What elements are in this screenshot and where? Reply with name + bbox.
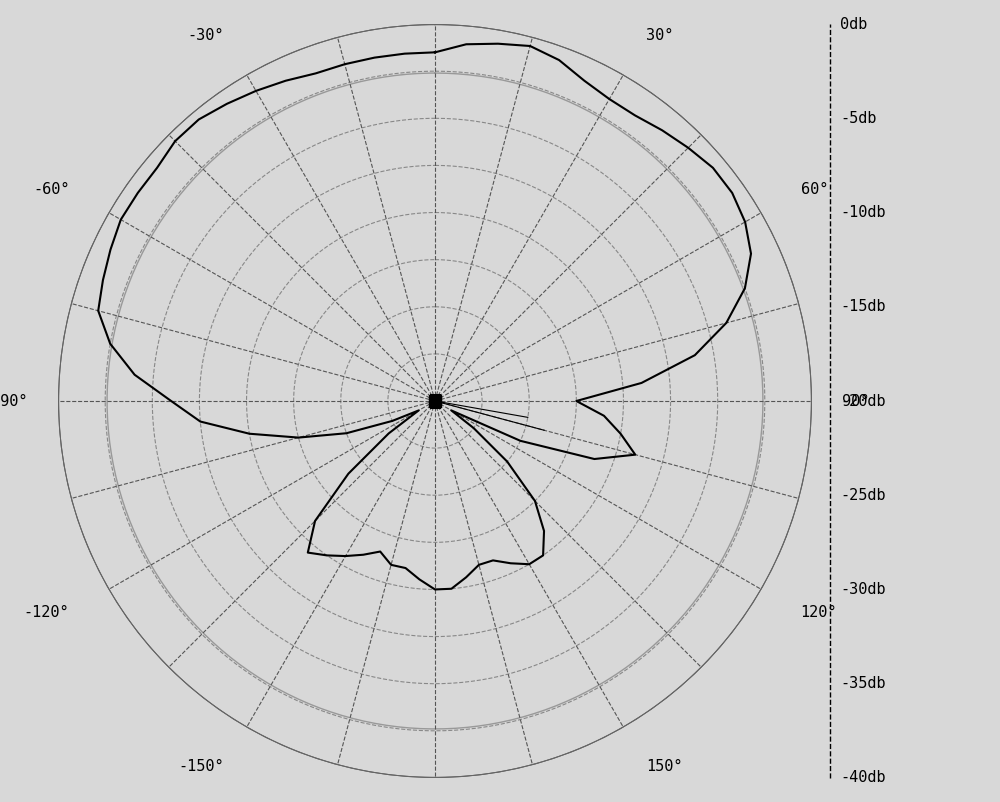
Text: 0db: 0db: [840, 17, 867, 31]
Text: -20db: -20db: [840, 394, 886, 408]
Text: -40db: -40db: [840, 771, 886, 785]
Text: -60°: -60°: [33, 182, 69, 197]
Text: -30°: -30°: [187, 28, 224, 43]
Text: -30db: -30db: [840, 582, 886, 597]
Text: 60°: 60°: [801, 182, 828, 197]
Text: -10db: -10db: [840, 205, 886, 220]
Text: -25db: -25db: [840, 488, 886, 503]
Text: 30°: 30°: [646, 28, 673, 43]
Text: -15db: -15db: [840, 299, 886, 314]
Text: -90°: -90°: [0, 394, 28, 408]
Text: 90°: 90°: [842, 394, 869, 408]
Text: -35db: -35db: [840, 676, 886, 691]
Text: -150°: -150°: [178, 759, 224, 774]
Text: -5db: -5db: [840, 111, 876, 126]
Text: 120°: 120°: [801, 605, 837, 620]
Text: -120°: -120°: [24, 605, 69, 620]
Text: 150°: 150°: [646, 759, 683, 774]
